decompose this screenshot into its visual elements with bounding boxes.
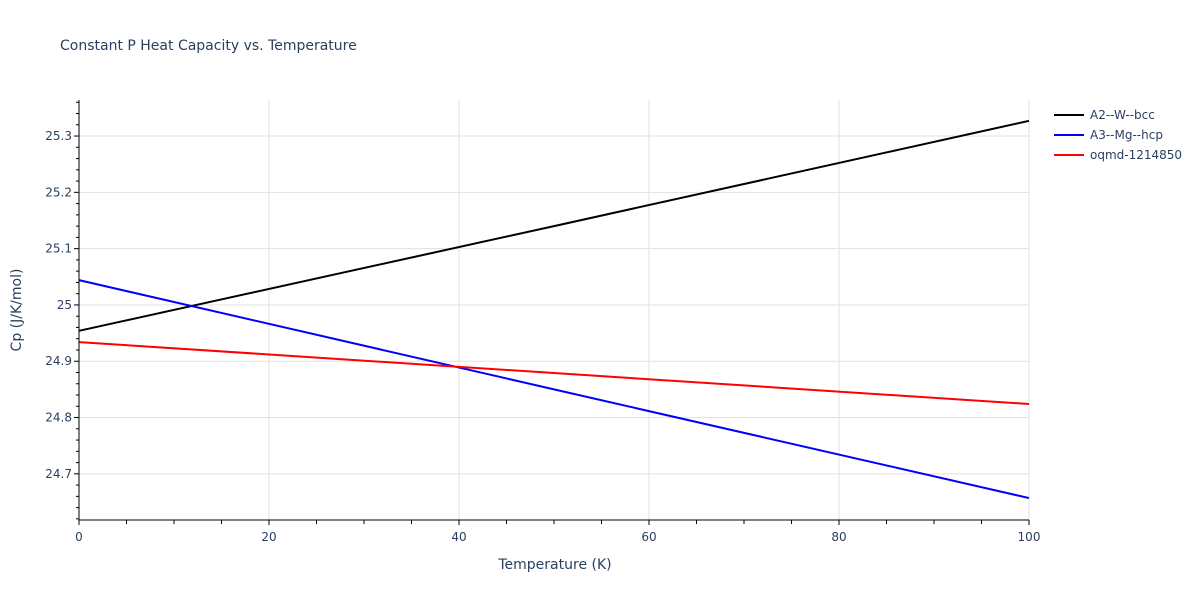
series-line-oqmd-1214850	[78, 341, 1030, 406]
y-tick-label: 25.1	[45, 242, 72, 256]
y-tick-label: 24.7	[45, 467, 72, 481]
y-tick-label: 25.2	[45, 185, 72, 199]
x-tick-label: 80	[831, 530, 846, 544]
y-tick-label: 24.9	[45, 354, 72, 368]
y-axis-label: Cp (J/K/mol)	[9, 269, 25, 352]
y-tick-label: 24.8	[45, 411, 72, 425]
series-line-A3--Mg--hcp	[78, 279, 1030, 500]
chart-title: Constant P Heat Capacity vs. Temperature	[60, 38, 357, 54]
legend-label: A3--Mg--hcp	[1090, 128, 1163, 142]
x-tick-label: 0	[75, 530, 83, 544]
series-line-A2--W--bcc	[78, 119, 1030, 332]
legend-label: oqmd-1214850	[1090, 148, 1182, 162]
x-tick-label: 40	[451, 530, 466, 544]
x-axis-label: Temperature (K)	[497, 557, 611, 573]
y-tick-label: 25.3	[45, 129, 72, 143]
x-tick-label: 20	[261, 530, 276, 544]
y-tick-label: 25	[57, 298, 72, 312]
legend-label: A2--W--bcc	[1090, 108, 1155, 122]
x-tick-label: 60	[641, 530, 656, 544]
x-tick-label: 100	[1018, 530, 1041, 544]
